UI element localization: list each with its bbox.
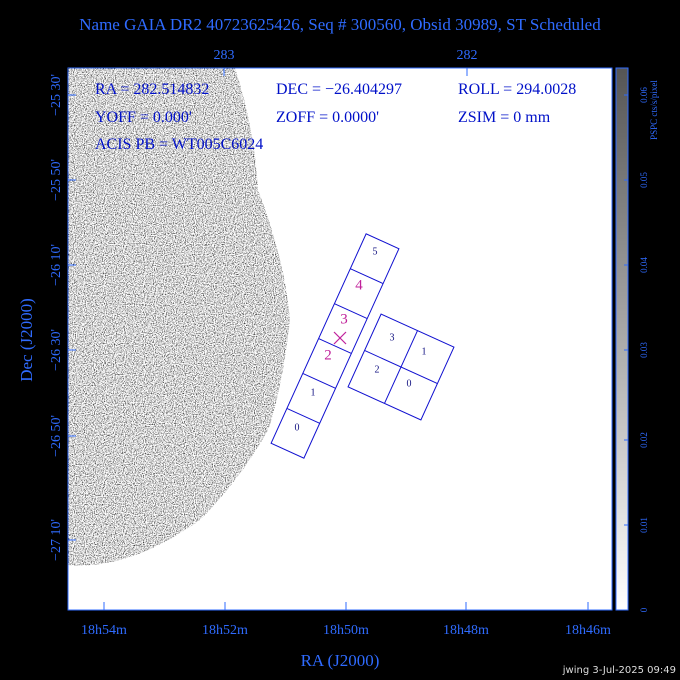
aimpoint bbox=[333, 331, 347, 345]
chip-label: 1 bbox=[311, 387, 316, 398]
chip-label: 3 bbox=[340, 311, 348, 327]
x-tick-label: 18h48m bbox=[443, 623, 489, 638]
colorbar-label: PSPC cts/s/pixel bbox=[649, 80, 659, 140]
zoff: ZOFF = 0.0000' bbox=[276, 109, 379, 126]
zsim: ZSIM = 0 mm bbox=[458, 109, 551, 126]
y-tick-label: −25 50' bbox=[49, 159, 64, 201]
y-tick-label: −26 50' bbox=[49, 415, 64, 457]
x-tick-label: 18h52m bbox=[202, 623, 248, 638]
image-background bbox=[68, 68, 290, 566]
dec: DEC = −26.404297 bbox=[276, 81, 402, 98]
colorbar-tick-label: 0.05 bbox=[639, 172, 649, 188]
chip-label: 2 bbox=[375, 364, 380, 375]
colorbar-tick-label: 0 bbox=[639, 607, 649, 612]
y-axis-label: Dec (J2000) bbox=[17, 298, 36, 382]
x-tick-label: 18h54m bbox=[81, 623, 127, 638]
acis-s bbox=[270, 233, 400, 459]
roll: ROLL = 294.0028 bbox=[458, 81, 576, 98]
chip-label: 2 bbox=[324, 347, 332, 363]
colorbar bbox=[615, 67, 629, 611]
chip-label: 3 bbox=[390, 332, 395, 343]
y-tick-label: −26 10' bbox=[49, 244, 64, 286]
chip-label: 0 bbox=[407, 378, 412, 389]
chip-label: 5 bbox=[373, 246, 378, 257]
chip-label: 4 bbox=[355, 277, 363, 293]
y-tick-label: −27 10' bbox=[49, 519, 64, 561]
chip-label: 0 bbox=[295, 422, 300, 433]
y-tick-label: −25 30' bbox=[49, 74, 64, 116]
colorbar-tick-label: 0.01 bbox=[639, 517, 649, 533]
footer: jwing 3-Jul-2025 09:49 bbox=[562, 665, 676, 676]
acis: ACIS PB = WT005C6024 bbox=[95, 136, 263, 153]
top-tick-label: 282 bbox=[457, 48, 478, 63]
colorbar-tick-label: 0.06 bbox=[639, 87, 649, 103]
y-tick-label: −26 30' bbox=[49, 329, 64, 371]
title: Name GAIA DR2 40723625426, Seq # 300560,… bbox=[79, 15, 601, 34]
x-axis-label: RA (J2000) bbox=[301, 651, 380, 670]
colorbar-tick-label: 0.03 bbox=[639, 342, 649, 358]
x-tick-label: 18h46m bbox=[565, 623, 611, 638]
ra: RA = 282.514832 bbox=[95, 81, 209, 98]
yoff: YOFF = 0.000' bbox=[95, 109, 192, 126]
colorbar-tick-label: 0.04 bbox=[639, 257, 649, 273]
x-tick-label: 18h50m bbox=[323, 623, 369, 638]
top-tick-label: 283 bbox=[214, 48, 235, 63]
chip-label: 1 bbox=[422, 346, 427, 357]
acis-i bbox=[347, 313, 455, 421]
colorbar-tick-label: 0.02 bbox=[639, 432, 649, 448]
